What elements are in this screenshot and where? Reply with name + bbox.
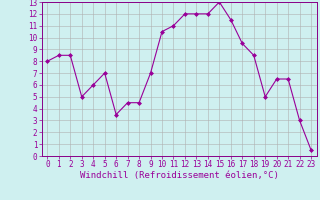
X-axis label: Windchill (Refroidissement éolien,°C): Windchill (Refroidissement éolien,°C) <box>80 171 279 180</box>
